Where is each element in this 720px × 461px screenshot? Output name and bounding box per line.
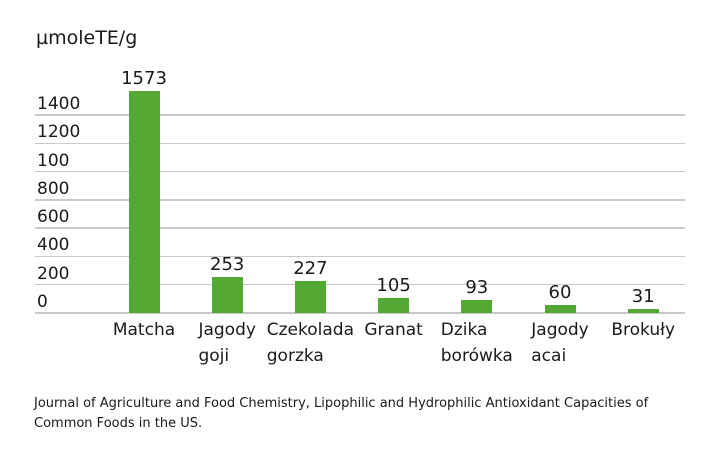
bar	[544, 304, 576, 313]
gridline	[35, 227, 685, 229]
y-tick-label: 100	[37, 150, 70, 171]
y-tick-label: 0	[37, 292, 48, 312]
bar-value-label: 227	[293, 257, 328, 279]
y-tick-label: 400	[37, 235, 70, 256]
source-caption: Journal of Agriculture and Food Chemistr…	[34, 396, 649, 431]
bar	[128, 90, 160, 313]
y-tick-label: 600	[37, 207, 70, 228]
bar	[378, 298, 410, 313]
y-tick-label: 800	[37, 178, 70, 199]
gridline	[35, 255, 685, 258]
bar-value-label: 93	[465, 276, 489, 298]
x-category-label: Brokuły	[611, 320, 676, 340]
gridline	[35, 142, 685, 145]
x-category-label: Granat	[364, 320, 423, 340]
x-category-label: Jagody acai	[531, 320, 589, 366]
x-category-label: Matcha	[112, 320, 176, 340]
bar-value-label: 1573	[121, 67, 167, 89]
bar-value-label: 253	[210, 254, 245, 276]
x-category-label: Czekolada gorzka	[266, 320, 355, 366]
gridline	[35, 283, 685, 286]
chart-title: µmoleTE/g	[36, 27, 138, 49]
bar-value-label: 31	[631, 285, 655, 307]
gridline	[35, 170, 685, 173]
bar	[211, 277, 243, 313]
bar	[627, 308, 659, 313]
gridline	[35, 114, 685, 116]
y-tick-label: 1400	[37, 94, 81, 114]
x-category-label: Dzika borówka	[440, 320, 513, 366]
y-tick-label: 200	[37, 263, 70, 284]
gridline	[35, 199, 685, 201]
bar-value-label: 105	[376, 275, 411, 297]
x-category-label: Jagody goji	[198, 320, 256, 366]
bar	[294, 280, 326, 313]
y-tick-label: 1200	[37, 122, 81, 143]
gridline	[35, 312, 685, 314]
bar-value-label: 60	[548, 281, 572, 303]
bar	[461, 299, 493, 313]
